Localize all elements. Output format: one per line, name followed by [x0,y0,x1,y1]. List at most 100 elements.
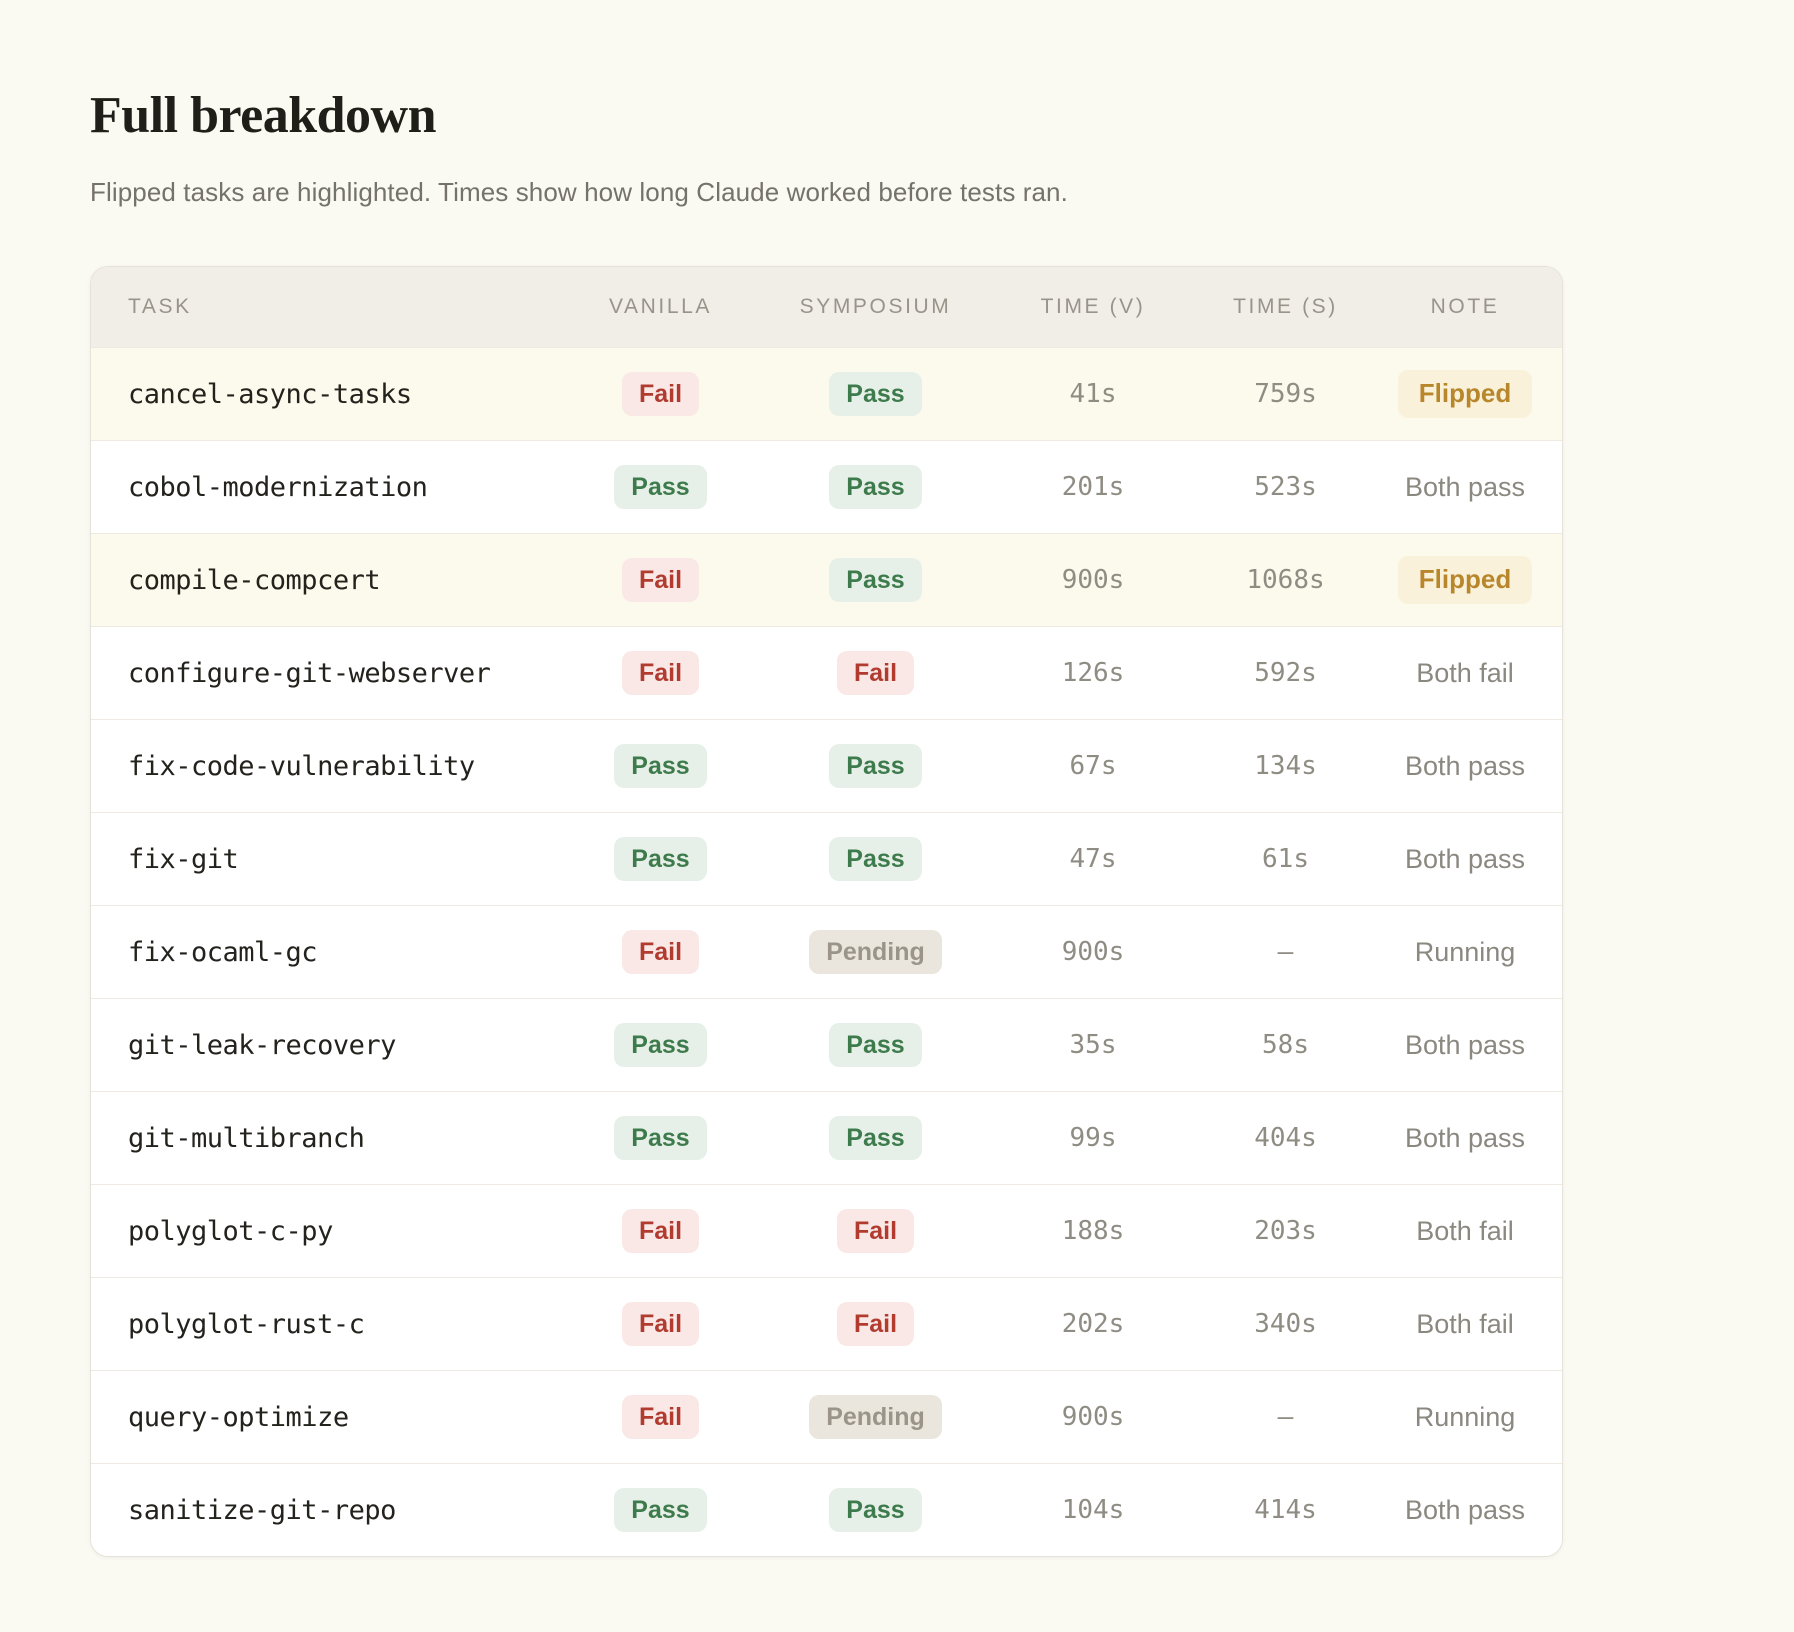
vanilla-status-badge: Fail [621,1208,700,1254]
time-symposium: 759s [1254,379,1317,409]
task-name: compile-compcert [128,564,381,596]
page: Full breakdown Flipped tasks are highlig… [90,87,1563,1557]
symposium-cell: Pass [768,371,983,417]
symposium-cell: Pending [768,929,983,975]
note-value: Flipped [1397,556,1533,604]
page-title: Full breakdown [90,87,437,144]
vanilla-status-badge: Pass [614,1022,707,1068]
note-value: Running [1414,1401,1516,1432]
table-row: sanitize-git-repo Pass Pass 104s 414s Bo… [91,1463,1562,1556]
time-symposium: 134s [1254,751,1317,781]
time-vanilla: 900s [1061,1402,1125,1432]
time-vanilla: 104s [1061,1495,1125,1525]
note-cell: Both pass [1368,751,1562,782]
time-vanilla: 99s [1069,1123,1117,1153]
task-name: cobol-modernization [128,471,428,503]
vanilla-status-badge: Pass [614,1487,707,1533]
symposium-status-badge: Pass [829,1115,922,1161]
table-row: polyglot-c-py Fail Fail 188s 203s Both f… [91,1184,1562,1277]
note-value: Running [1414,936,1516,967]
vanilla-cell: Pass [553,1115,768,1161]
vanilla-cell: Fail [553,929,768,975]
note-value: Both pass [1404,1122,1526,1153]
symposium-status-badge: Fail [836,1208,915,1254]
table-row: cancel-async-tasks Fail Pass 41s 759s Fl… [91,347,1562,440]
note-cell: Both pass [1368,844,1562,875]
symposium-status-badge: Pass [829,1022,922,1068]
time-symposium: 592s [1254,658,1317,688]
task-name: query-optimize [128,1401,349,1433]
vanilla-status-badge: Fail [621,371,700,417]
vanilla-status-badge: Pass [614,743,707,789]
time-symposium: 1068s [1246,565,1325,595]
note-cell: Both fail [1368,1216,1562,1247]
note-cell: Flipped [1368,370,1562,418]
table-row: query-optimize Fail Pending 900s – Runni… [91,1370,1562,1463]
vanilla-status-badge: Pass [614,464,707,510]
note-cell: Both pass [1368,1030,1562,1061]
symposium-status-badge: Pass [829,743,922,789]
task-name: sanitize-git-repo [128,1494,396,1526]
vanilla-cell: Pass [553,1022,768,1068]
note-value: Both fail [1416,657,1514,688]
vanilla-status-badge: Fail [621,929,700,975]
time-vanilla: 202s [1061,1309,1125,1339]
vanilla-cell: Pass [553,1487,768,1533]
time-vanilla: 900s [1061,937,1125,967]
table-row: git-leak-recovery Pass Pass 35s 58s Both… [91,998,1562,1091]
vanilla-cell: Fail [553,1208,768,1254]
symposium-cell: Pending [768,1394,983,1440]
note-cell: Running [1368,1402,1562,1433]
vanilla-status-badge: Fail [621,650,700,696]
time-vanilla: 188s [1061,1216,1125,1246]
symposium-cell: Pass [768,1022,983,1068]
column-header-vanilla: VANILLA [608,295,713,318]
note-value: Both pass [1404,1494,1526,1525]
symposium-cell: Fail [768,1208,983,1254]
column-header-time-s: TIME (S) [1233,295,1338,318]
vanilla-cell: Fail [553,557,768,603]
vanilla-status-badge: Pass [614,1115,707,1161]
vanilla-cell: Pass [553,836,768,882]
time-vanilla: 201s [1061,472,1125,502]
symposium-status-badge: Pass [829,557,922,603]
task-name: polyglot-rust-c [128,1308,365,1340]
note-value: Both pass [1404,471,1526,502]
symposium-cell: Pass [768,836,983,882]
note-cell: Both fail [1368,1309,1562,1340]
note-cell: Both pass [1368,472,1562,503]
symposium-cell: Pass [768,557,983,603]
table-row: compile-compcert Fail Pass 900s 1068s Fl… [91,533,1562,626]
table-header-row: TASK VANILLA SYMPOSIUM TIME (V) TIME (S)… [91,267,1562,347]
time-symposium: 340s [1254,1309,1317,1339]
task-name: fix-ocaml-gc [128,936,318,968]
column-header-task: TASK [128,295,192,318]
time-symposium: – [1277,1402,1294,1432]
table-row: cobol-modernization Pass Pass 201s 523s … [91,440,1562,533]
task-name: cancel-async-tasks [128,378,412,410]
vanilla-status-badge: Fail [621,1301,700,1347]
symposium-cell: Pass [768,1487,983,1533]
note-cell: Both pass [1368,1123,1562,1154]
vanilla-cell: Pass [553,464,768,510]
vanilla-status-badge: Fail [621,557,700,603]
time-vanilla: 41s [1069,379,1117,409]
note-value: Both pass [1404,1029,1526,1060]
column-header-time-v: TIME (V) [1040,295,1146,318]
symposium-cell: Pass [768,464,983,510]
time-symposium: 414s [1254,1495,1317,1525]
symposium-status-badge: Pass [829,836,922,882]
symposium-status-badge: Pass [829,464,922,510]
table-row: fix-code-vulnerability Pass Pass 67s 134… [91,719,1562,812]
time-symposium: 203s [1254,1216,1317,1246]
note-cell: Running [1368,937,1562,968]
note-cell: Both fail [1368,658,1562,689]
table-row: fix-ocaml-gc Fail Pending 900s – Running [91,905,1562,998]
symposium-status-badge: Pending [809,929,942,975]
time-symposium: 404s [1254,1123,1317,1153]
symposium-cell: Pass [768,1115,983,1161]
note-value: Both pass [1404,843,1526,874]
symposium-cell: Pass [768,743,983,789]
time-symposium: 58s [1262,1030,1309,1060]
vanilla-cell: Fail [553,1394,768,1440]
